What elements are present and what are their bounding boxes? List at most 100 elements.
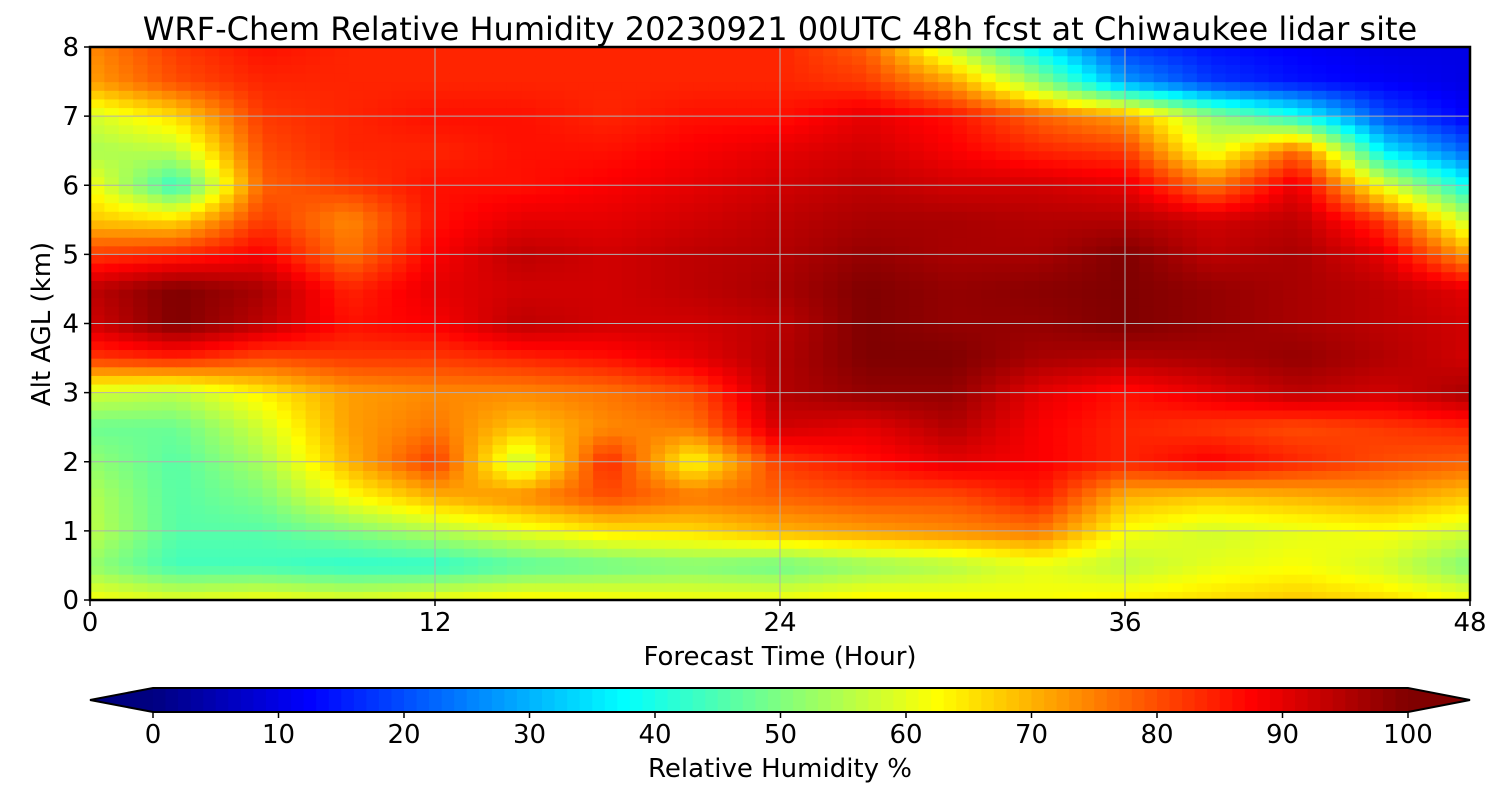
heatmap-cell <box>478 435 494 446</box>
heatmap-cell <box>1225 383 1241 394</box>
heatmap-cell <box>550 306 565 316</box>
heatmap-cell <box>693 401 709 411</box>
heatmap-cell <box>1426 453 1442 463</box>
heatmap-cell <box>636 271 652 281</box>
heatmap-cell <box>535 193 551 204</box>
heatmap-cell <box>118 202 134 212</box>
heatmap-cell <box>909 185 925 195</box>
heatmap-cell <box>1455 202 1470 212</box>
heatmap-cell <box>176 306 192 316</box>
heatmap-cell <box>118 435 134 446</box>
heatmap-cell <box>478 228 494 238</box>
heatmap-cell <box>1024 219 1040 230</box>
heatmap-cell <box>1455 591 1470 600</box>
heatmap-cell <box>1283 461 1299 471</box>
heatmap-cell <box>478 150 494 160</box>
heatmap-cell <box>823 582 839 592</box>
heatmap-cell <box>118 427 134 437</box>
heatmap-cell <box>1053 288 1069 299</box>
heatmap-cell <box>708 211 724 221</box>
heatmap-cell <box>607 159 623 169</box>
heatmap-cell <box>708 366 724 376</box>
heatmap-cell <box>1153 479 1169 489</box>
heatmap-cell <box>1283 193 1299 204</box>
heatmap-cell <box>1067 375 1083 385</box>
heatmap-cell <box>938 548 954 558</box>
heatmap-cell <box>1240 479 1255 489</box>
heatmap-cell <box>1240 418 1255 428</box>
heatmap-cell <box>1326 167 1342 178</box>
heatmap-cell <box>550 332 565 342</box>
heatmap-cell <box>693 288 709 299</box>
heatmap-cell <box>1125 340 1140 351</box>
heatmap-cell <box>550 470 565 480</box>
heatmap-cell <box>1326 565 1342 575</box>
heatmap-cell <box>636 461 652 471</box>
heatmap-cell <box>1340 349 1356 359</box>
heatmap-cell <box>305 185 321 195</box>
heatmap-cell <box>1010 479 1025 489</box>
heatmap-cell <box>463 435 479 446</box>
heatmap-cell <box>478 487 494 497</box>
heatmap-cell <box>1297 522 1313 532</box>
heatmap-cell <box>291 556 307 567</box>
heatmap-cell <box>995 176 1011 186</box>
heatmap-cell <box>118 582 134 592</box>
heatmap-cell <box>233 340 249 351</box>
heatmap-cell <box>837 470 853 480</box>
heatmap-cell <box>1426 487 1442 497</box>
heatmap-cell <box>133 470 149 480</box>
heatmap-cell <box>478 219 494 230</box>
heatmap-cell <box>1196 159 1212 169</box>
heatmap-cell <box>765 271 781 281</box>
heatmap-cell <box>262 219 278 230</box>
heatmap-cell <box>391 435 407 446</box>
heatmap-cell <box>895 288 910 299</box>
heatmap-cell <box>593 358 609 368</box>
heatmap-cell <box>823 556 839 567</box>
heatmap-cell <box>449 245 465 255</box>
heatmap-cell <box>1426 288 1442 299</box>
heatmap-cell <box>291 548 307 558</box>
heatmap-cell <box>578 392 594 402</box>
heatmap-cell <box>104 556 120 567</box>
heatmap-cell <box>550 409 565 420</box>
heatmap-cell <box>837 548 853 558</box>
heatmap-cell <box>291 202 307 212</box>
heatmap-cell <box>736 332 752 342</box>
heatmap-cell <box>161 539 177 549</box>
heatmap-cell <box>1283 504 1299 515</box>
heatmap-cell <box>377 185 393 195</box>
heatmap-cell <box>291 427 307 437</box>
heatmap-cell <box>478 202 494 212</box>
heatmap-cell <box>118 332 134 342</box>
heatmap-cell <box>1383 176 1399 186</box>
heatmap-cell <box>708 530 724 541</box>
heatmap-cell <box>1081 504 1097 515</box>
heatmap-cell <box>391 358 407 368</box>
heatmap-cell <box>722 358 738 368</box>
heatmap-cell <box>1369 349 1385 359</box>
heatmap-cell <box>794 375 810 385</box>
heatmap-cell <box>348 297 364 307</box>
heatmap-cell <box>1010 271 1025 281</box>
heatmap-cell <box>593 332 609 342</box>
heatmap-cell <box>938 349 954 359</box>
heatmap-cell <box>133 453 149 463</box>
heatmap-cell <box>190 487 206 497</box>
heatmap-cell <box>1326 435 1342 446</box>
heatmap-cell <box>1383 323 1399 333</box>
heatmap-cell <box>492 401 508 411</box>
heatmap-cell <box>1153 219 1169 230</box>
heatmap-cell <box>1010 193 1025 204</box>
heatmap-cell <box>1081 556 1097 567</box>
heatmap-cell <box>808 453 824 463</box>
heatmap-cell <box>895 228 910 238</box>
heatmap-cell <box>952 306 968 316</box>
heatmap-cell <box>133 150 149 160</box>
heatmap-cell <box>880 159 896 169</box>
heatmap-cell <box>923 219 939 230</box>
heatmap-cell <box>909 435 925 446</box>
heatmap-cell <box>923 513 939 523</box>
heatmap-cell <box>1398 513 1414 523</box>
